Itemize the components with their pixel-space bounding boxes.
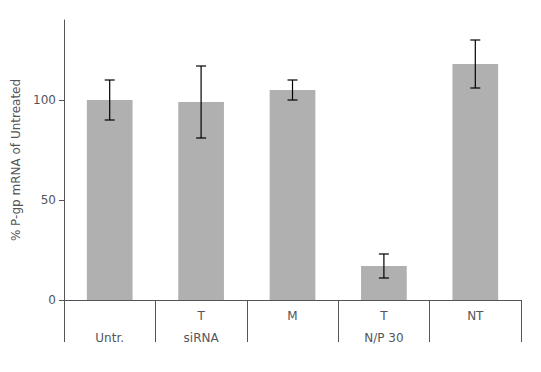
- svg-text:N/P 30: N/P 30: [364, 331, 403, 345]
- svg-text:T: T: [379, 309, 388, 323]
- svg-text:0: 0: [48, 293, 56, 307]
- svg-text:100: 100: [33, 93, 56, 107]
- svg-text:M: M: [287, 309, 297, 323]
- svg-text:NT: NT: [467, 309, 484, 323]
- svg-text:T: T: [196, 309, 205, 323]
- svg-text:% P-gp mRNA of Untreated: % P-gp mRNA of Untreated: [9, 79, 23, 241]
- svg-text:siRNA: siRNA: [184, 331, 220, 345]
- svg-text:Untr.: Untr.: [95, 331, 124, 345]
- svg-text:50: 50: [41, 193, 56, 207]
